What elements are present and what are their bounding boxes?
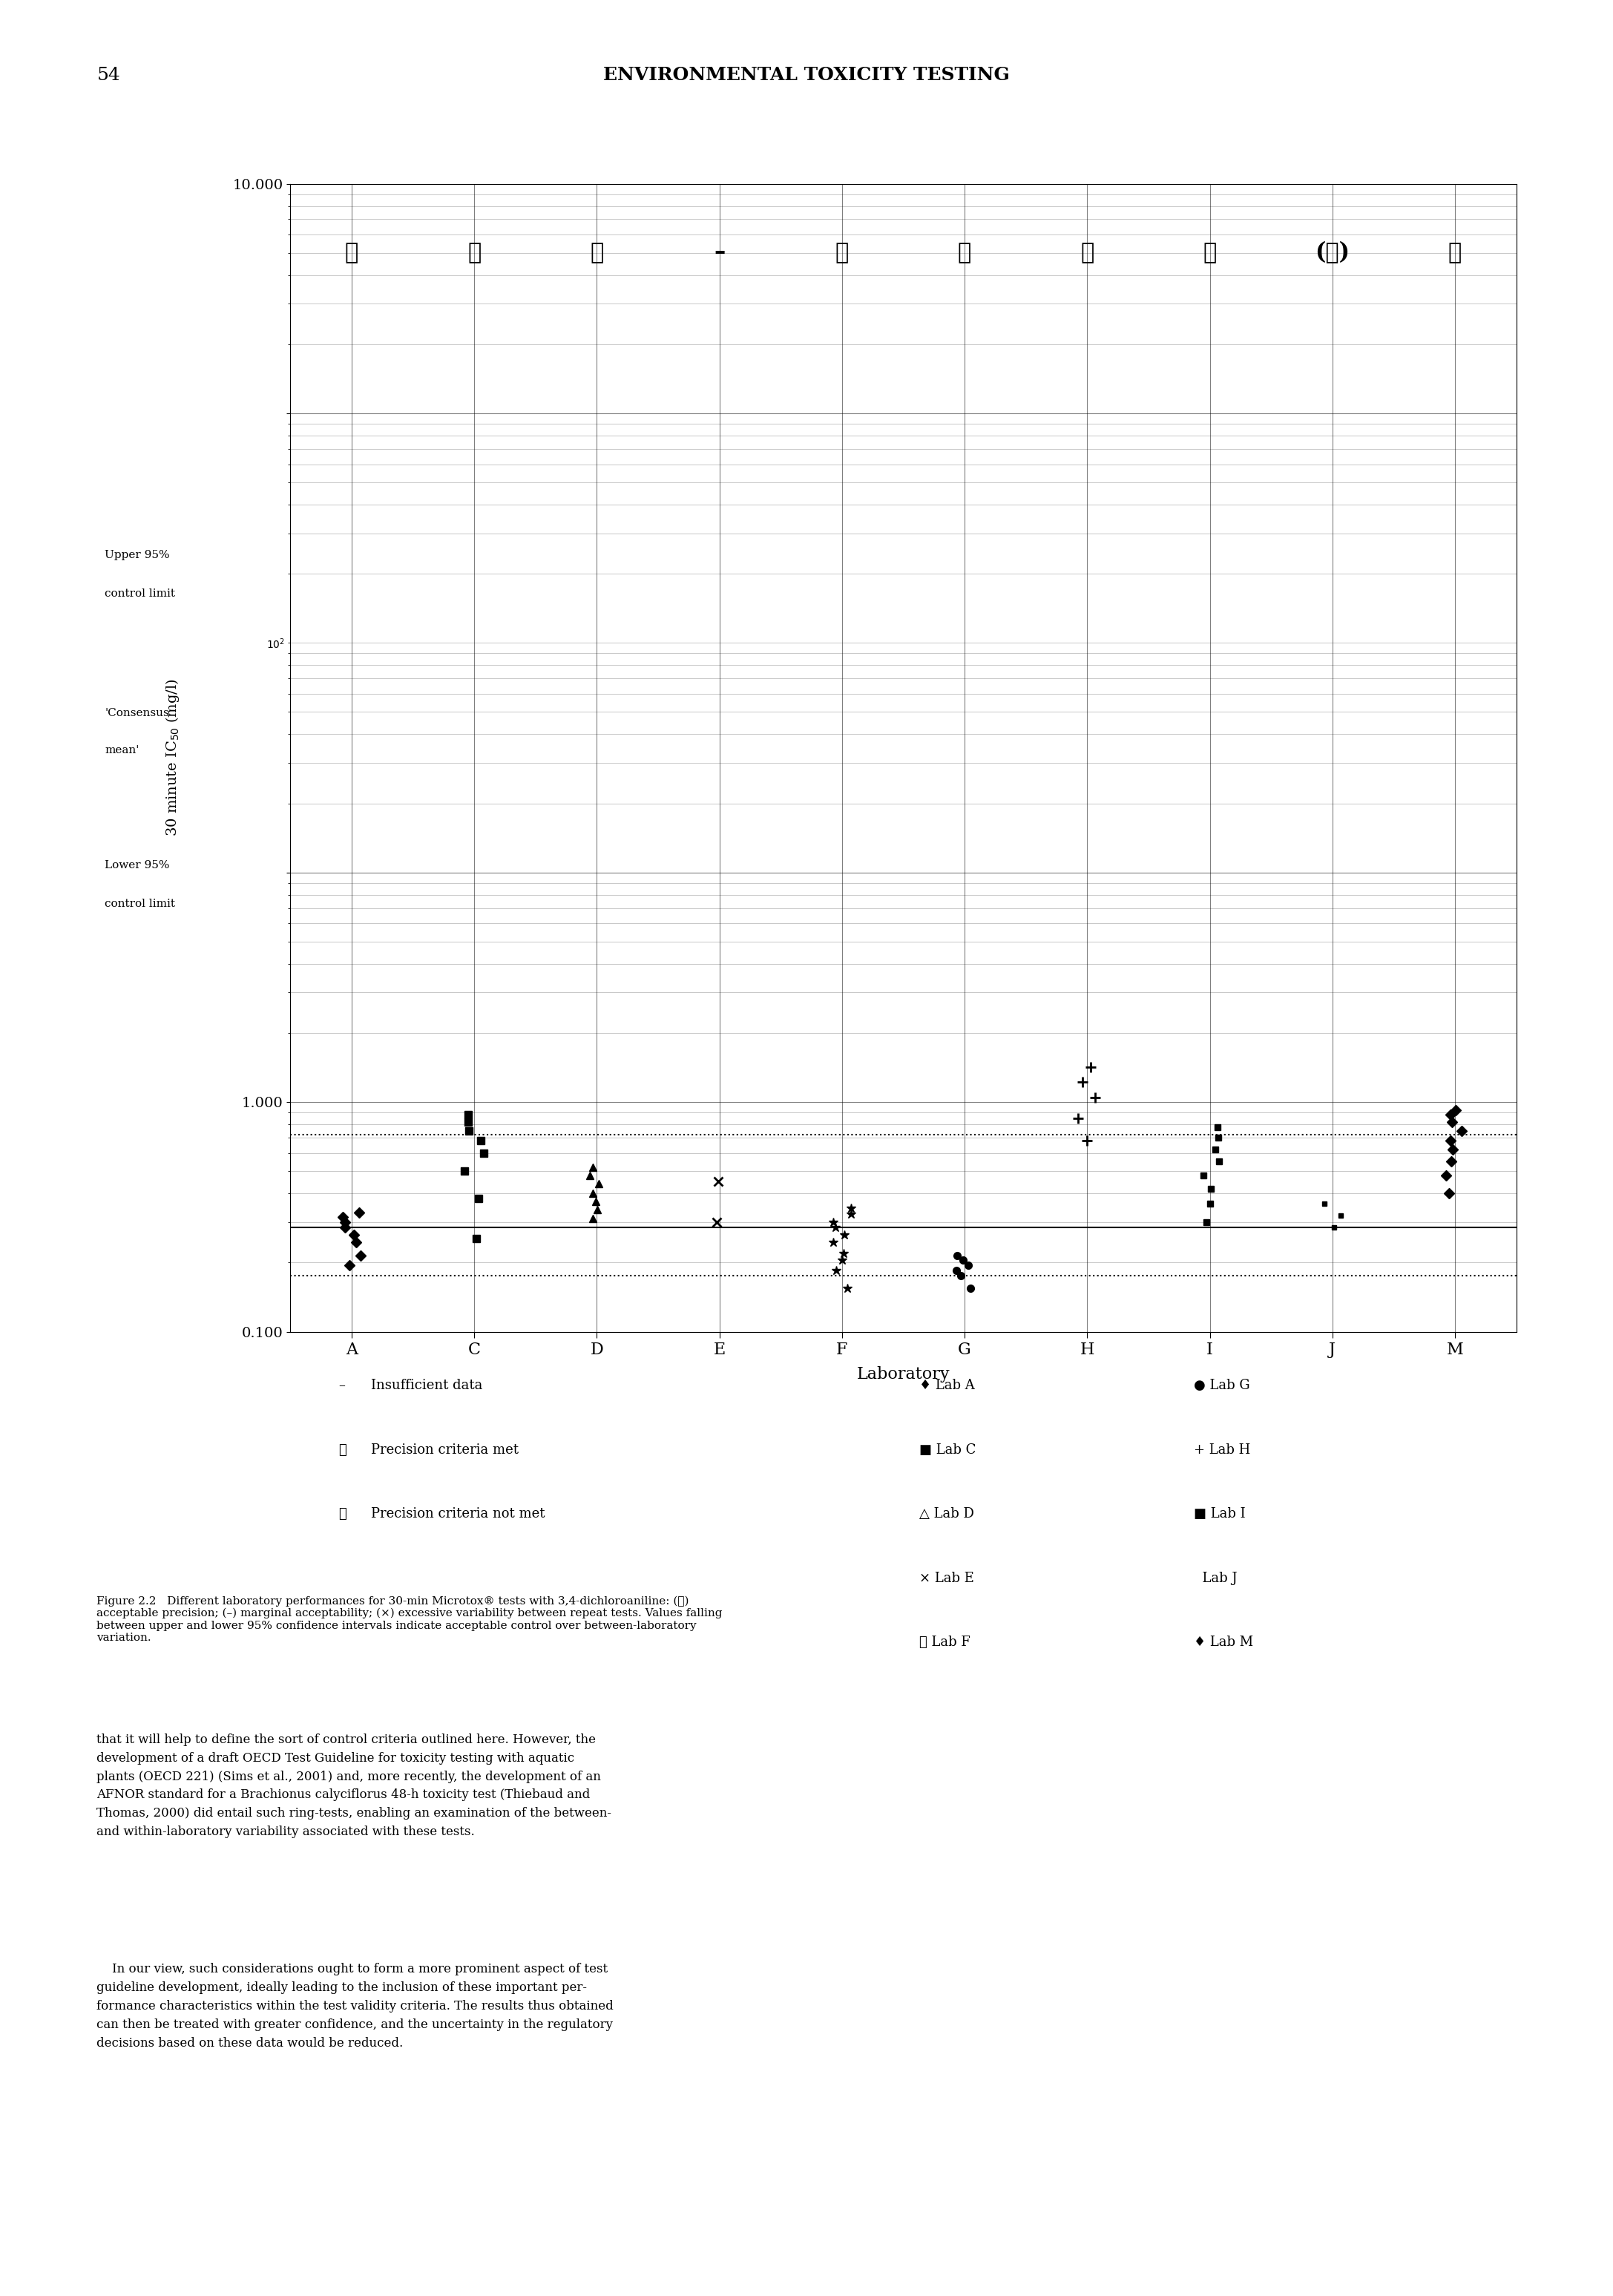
Text: ♦ Lab A: ♦ Lab A [919, 1378, 974, 1391]
Text: Figure 2.2   Different laboratory performances for 30-min Microtox® tests with 3: Figure 2.2 Different laboratory performa… [97, 1596, 723, 1644]
Text: ✗: ✗ [1203, 241, 1216, 264]
Text: ■ Lab I: ■ Lab I [1194, 1506, 1245, 1520]
Text: Lower 95%: Lower 95% [105, 859, 169, 870]
Text: ✗: ✗ [339, 1506, 347, 1520]
Text: ✓: ✓ [1448, 241, 1461, 264]
Text: ✓: ✓ [339, 1442, 347, 1456]
Text: 'Consensus: 'Consensus [105, 707, 169, 719]
Text: △ Lab D: △ Lab D [919, 1506, 974, 1520]
Text: –: – [339, 1378, 345, 1391]
Text: ENVIRONMENTAL TOXICITY TESTING: ENVIRONMENTAL TOXICITY TESTING [603, 67, 1010, 85]
Text: ✓: ✓ [958, 241, 971, 264]
Text: In our view, such considerations ought to form a more prominent aspect of test
g: In our view, such considerations ought t… [97, 1963, 613, 2050]
Text: ✓: ✓ [836, 241, 848, 264]
Text: ■ Lab C: ■ Lab C [919, 1442, 976, 1456]
Text: ✗: ✗ [1081, 241, 1094, 264]
Text: (✗): (✗) [1315, 241, 1350, 264]
Text: ♦ Lab M: ♦ Lab M [1194, 1635, 1253, 1649]
Text: Upper 95%: Upper 95% [105, 549, 169, 560]
Text: Lab J: Lab J [1194, 1570, 1237, 1584]
Text: ● Lab G: ● Lab G [1194, 1378, 1250, 1391]
Text: –: – [713, 241, 726, 264]
Text: × Lab E: × Lab E [919, 1570, 974, 1584]
Text: control limit: control limit [105, 588, 176, 599]
Text: ✓: ✓ [468, 241, 481, 264]
Text: mean': mean' [105, 744, 139, 755]
X-axis label: Laboratory: Laboratory [857, 1366, 950, 1382]
Text: ✶ Lab F: ✶ Lab F [919, 1635, 971, 1649]
Y-axis label: 30 minute IC$_{50}$ (mg/l): 30 minute IC$_{50}$ (mg/l) [165, 680, 181, 836]
Text: Precision criteria not met: Precision criteria not met [371, 1506, 545, 1520]
Text: that it will help to define the sort of control criteria outlined here. However,: that it will help to define the sort of … [97, 1733, 611, 1839]
Text: ✓: ✓ [345, 241, 358, 264]
Text: control limit: control limit [105, 898, 176, 909]
Text: ✓: ✓ [590, 241, 603, 264]
Text: + Lab H: + Lab H [1194, 1442, 1250, 1456]
Text: 54: 54 [97, 67, 121, 85]
Text: Insufficient data: Insufficient data [371, 1378, 482, 1391]
Text: Precision criteria met: Precision criteria met [371, 1442, 519, 1456]
